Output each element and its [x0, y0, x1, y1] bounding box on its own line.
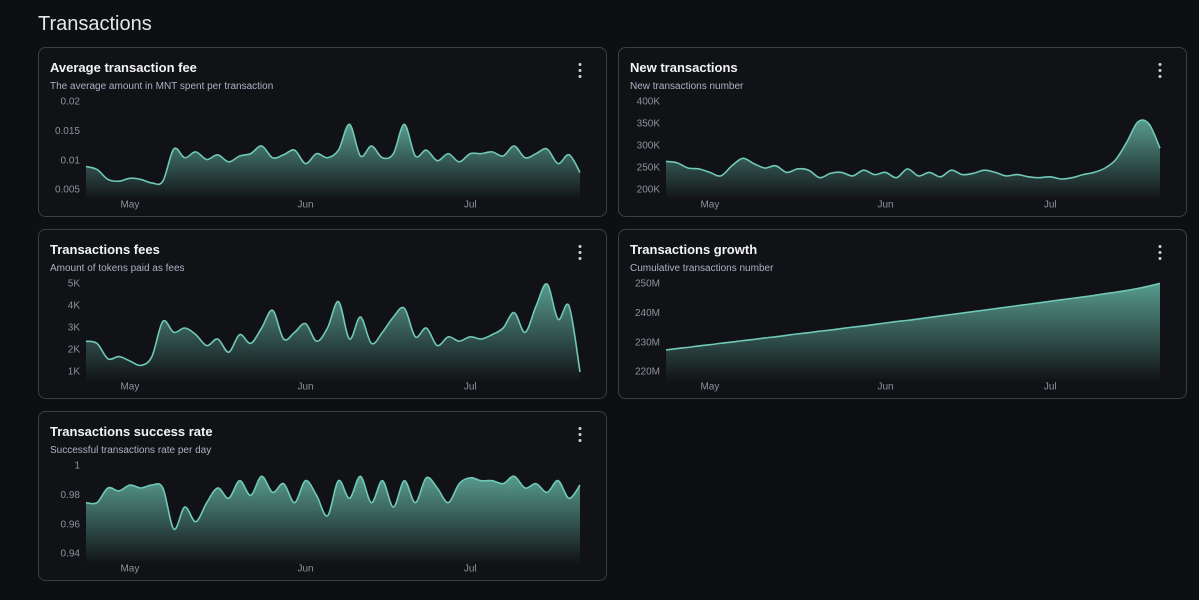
menu-dot	[578, 75, 582, 78]
area	[86, 124, 580, 200]
menu-dot	[1158, 63, 1162, 66]
card-title: Average transaction fee	[50, 60, 197, 75]
menu-dot	[1158, 251, 1162, 254]
y-tick-label: 350K	[637, 119, 661, 130]
line	[665, 282, 1161, 351]
page-title: Transactions	[38, 13, 152, 35]
card-title: Transactions growth	[630, 242, 757, 257]
y-tick-label: 1K	[68, 367, 81, 378]
x-tick-label: Jul	[1044, 200, 1057, 211]
y-tick-label: 1	[74, 461, 80, 472]
menu-dot	[578, 63, 582, 66]
menu-dot	[578, 427, 582, 430]
x-tick-label: May	[120, 200, 139, 211]
x-tick-label: Jun	[877, 382, 893, 393]
menu-dot	[1158, 69, 1162, 72]
menu-dot	[578, 245, 582, 248]
y-tick-label: 0.015	[55, 126, 80, 137]
menu-dot	[1158, 245, 1162, 248]
y-tick-label: 0.02	[61, 97, 81, 108]
y-tick-label: 200K	[637, 185, 661, 196]
area	[666, 283, 1160, 382]
x-tick-label: May	[700, 382, 719, 393]
menu-dot	[1158, 257, 1162, 260]
menu-dot	[1158, 75, 1162, 78]
line	[85, 283, 581, 373]
x-tick-label: Jun	[297, 200, 313, 211]
x-tick-label: May	[700, 200, 719, 211]
y-tick-label: 220M	[635, 367, 660, 378]
x-tick-label: Jun	[297, 382, 313, 393]
x-tick-label: Jun	[877, 200, 893, 211]
x-tick-label: May	[120, 564, 139, 575]
card-subtitle: Amount of tokens paid as fees	[50, 263, 185, 274]
y-tick-label: 300K	[637, 141, 661, 152]
x-tick-label: May	[120, 382, 139, 393]
card-title: Transactions success rate	[50, 424, 213, 439]
y-tick-label: 0.98	[61, 490, 81, 501]
card-subtitle: New transactions number	[630, 81, 744, 92]
card-subtitle: The average amount in MNT spent per tran…	[50, 81, 273, 92]
line	[665, 119, 1161, 180]
menu-dot	[578, 69, 582, 72]
y-tick-label: 240M	[635, 308, 660, 319]
line	[85, 123, 581, 186]
menu-dot	[578, 257, 582, 260]
x-tick-label: Jul	[464, 200, 477, 211]
y-tick-label: 2K	[68, 345, 81, 356]
card-title: New transactions	[630, 60, 738, 75]
y-tick-label: 5K	[68, 279, 81, 290]
menu-dot	[578, 433, 582, 436]
x-tick-label: Jul	[464, 564, 477, 575]
x-tick-label: Jun	[297, 564, 313, 575]
y-tick-label: 4K	[68, 301, 81, 312]
menu-dot	[578, 251, 582, 254]
y-tick-label: 0.96	[61, 519, 81, 530]
y-tick-label: 230M	[635, 337, 660, 348]
y-tick-label: 400K	[637, 97, 661, 108]
card-title: Transactions fees	[50, 242, 160, 257]
y-tick-label: 250M	[635, 279, 660, 290]
card-subtitle: Cumulative transactions number	[630, 263, 774, 274]
x-tick-label: Jul	[1044, 382, 1057, 393]
area	[86, 283, 580, 382]
line	[85, 475, 581, 530]
y-tick-label: 0.005	[55, 185, 80, 196]
area	[666, 120, 1160, 200]
y-tick-label: 3K	[68, 323, 81, 334]
card-subtitle: Successful transactions rate per day	[50, 445, 211, 456]
menu-dot	[578, 439, 582, 442]
y-tick-label: 0.01	[61, 155, 81, 166]
y-tick-label: 250K	[637, 163, 661, 174]
x-tick-label: Jul	[464, 382, 477, 393]
y-tick-label: 0.94	[61, 549, 81, 560]
